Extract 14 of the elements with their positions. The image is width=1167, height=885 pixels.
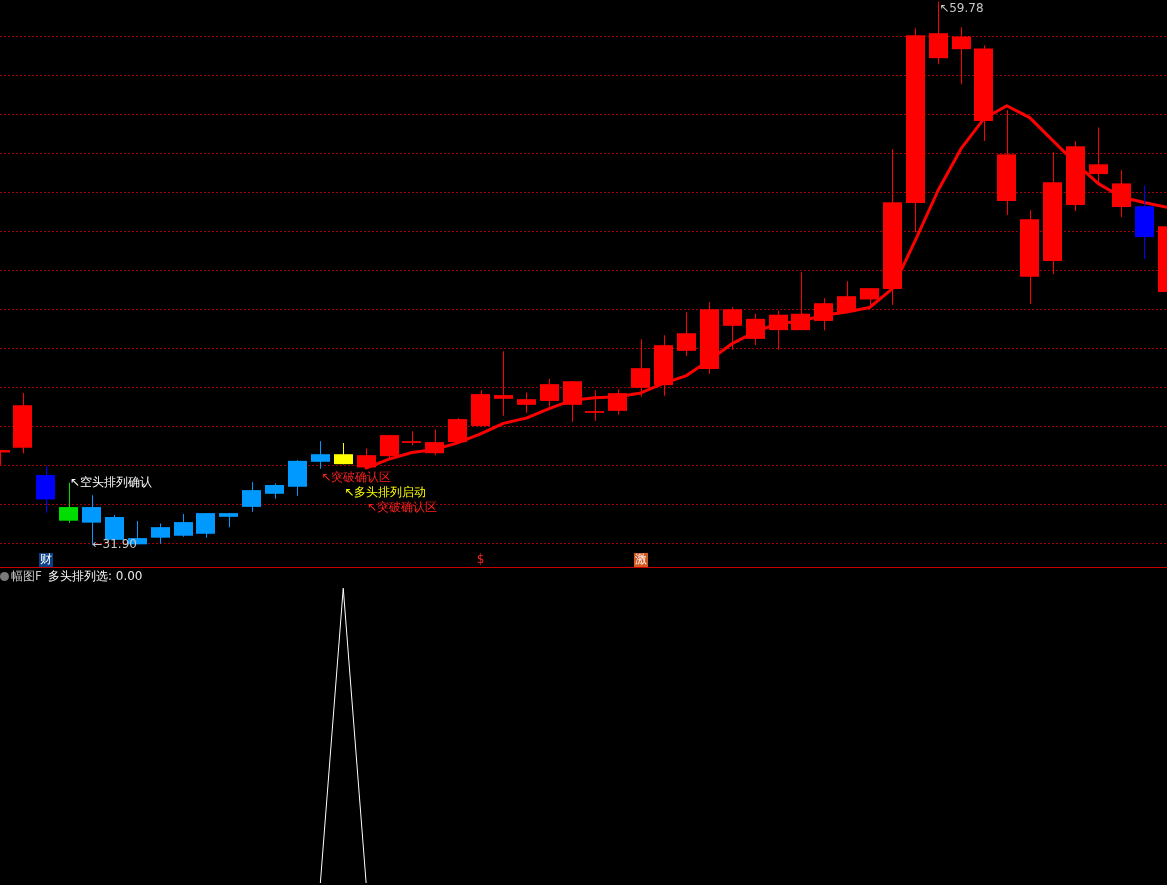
- text: 财: [39, 552, 52, 567]
- candlestick: [494, 351, 513, 416]
- text: 激: [634, 552, 647, 567]
- annotation: ↖突破确认区: [367, 499, 438, 514]
- annotation: ←31.90: [92, 537, 137, 552]
- text: : 0.00: [107, 569, 143, 584]
- candlestick: [585, 390, 604, 421]
- annotation: ↖多头排列启动: [344, 484, 427, 499]
- annotation: ↖59.78: [939, 0, 984, 15]
- text: $: [476, 552, 485, 567]
- annotation: ↖突破确认区: [321, 469, 392, 484]
- chart-title: 幅图F: [11, 569, 42, 584]
- annotation: ↖空头排列确认: [69, 475, 152, 489]
- text: 多头排列选: [47, 569, 108, 584]
